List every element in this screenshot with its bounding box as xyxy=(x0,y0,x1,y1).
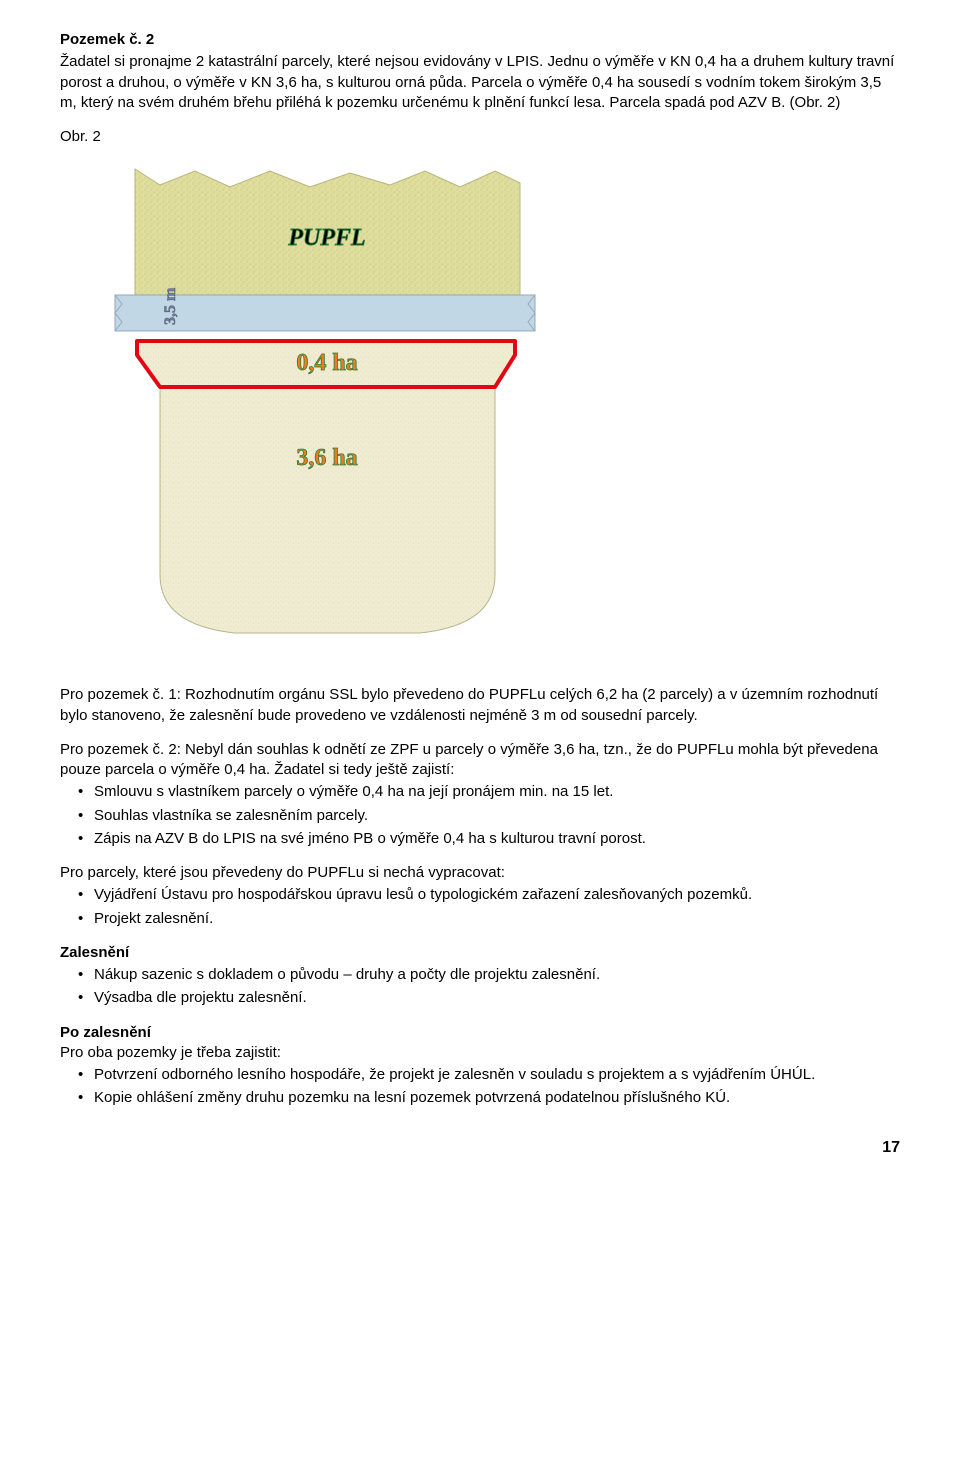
page-title: Pozemek č. 2 xyxy=(60,30,900,50)
diagram-svg: PUPFL PUPFL 3,5 m 3,5 m 0,4 ha 0,4 ha 3,… xyxy=(60,165,580,655)
po-zalesneni-bullets: Potvrzení odborného lesního hospodáře, ž… xyxy=(60,1065,900,1109)
list-item: Kopie ohlášení změny druhu pozemku na le… xyxy=(60,1088,900,1108)
list-item: Nákup sazenic s dokladem o původu – druh… xyxy=(60,965,900,985)
large-field-label-outline: 3,6 ha xyxy=(296,445,357,471)
zalesneni-bullets: Nákup sazenic s dokladem o původu – druh… xyxy=(60,965,900,1009)
list-item: Souhlas vlastníka se zalesněním parcely. xyxy=(60,806,900,826)
intro-paragraph: Žadatel si pronajme 2 katastrální parcel… xyxy=(60,52,900,113)
small-field-label-outline: 0,4 ha xyxy=(296,350,357,376)
paragraph-pozemek1: Pro pozemek č. 1: Rozhodnutím orgánu SSL… xyxy=(60,685,900,726)
large-field xyxy=(160,380,495,633)
pozemek2-bullets: Smlouvu s vlastníkem parcely o výměře 0,… xyxy=(60,782,900,849)
po-zalesneni-heading: Po zalesnění xyxy=(60,1023,900,1043)
pupfl-lead: Pro parcely, které jsou převedeny do PUP… xyxy=(60,863,900,883)
figure-label: Obr. 2 xyxy=(60,127,900,147)
list-item: Vyjádření Ústavu pro hospodářskou úpravu… xyxy=(60,885,900,905)
list-item: Zápis na AZV B do LPIS na své jméno PB o… xyxy=(60,829,900,849)
zalesneni-heading: Zalesnění xyxy=(60,943,900,963)
list-item: Smlouvu s vlastníkem parcely o výměře 0,… xyxy=(60,782,900,802)
stream-width-outline: 3,5 m xyxy=(162,287,179,325)
page-number: 17 xyxy=(60,1137,900,1159)
po-zalesneni-lead: Pro oba pozemky je třeba zajistit: xyxy=(60,1043,900,1063)
pupfl-bullets: Vyjádření Ústavu pro hospodářskou úpravu… xyxy=(60,885,900,929)
paragraph-pozemek2-lead: Pro pozemek č. 2: Nebyl dán souhlas k od… xyxy=(60,740,900,781)
list-item: Potvrzení odborného lesního hospodáře, ž… xyxy=(60,1065,900,1085)
list-item: Projekt zalesnění. xyxy=(60,909,900,929)
forest-label-outline: PUPFL xyxy=(287,225,365,251)
list-item: Výsadba dle projektu zalesnění. xyxy=(60,988,900,1008)
diagram-figure: PUPFL PUPFL 3,5 m 3,5 m 0,4 ha 0,4 ha 3,… xyxy=(60,165,900,655)
